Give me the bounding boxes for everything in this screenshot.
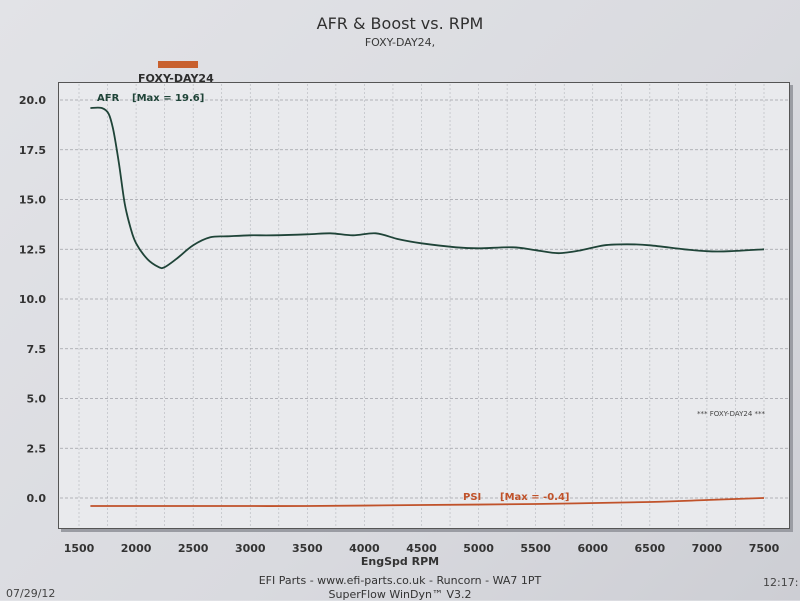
y-tick-label: 10.0 [19,293,46,306]
y-tick-label: 5.0 [27,393,47,406]
x-tick-label: 4500 [406,542,437,555]
legend-swatch [158,61,198,68]
x-tick-label: 3000 [235,542,266,555]
x-tick-label: 7500 [749,542,780,555]
y-tick-label: 0.0 [27,492,47,505]
footer-line-1: EFI Parts - www.efi-parts.co.uk - Runcor… [258,574,542,587]
x-tick-label: 5500 [520,542,551,555]
x-tick-label: 4000 [349,542,380,555]
legend-label: FOXY-DAY24 [138,72,214,85]
print-date: 07/29/12 [6,587,56,600]
footer-line-2: SuperFlow WinDyn™ V3.2 [328,588,472,601]
x-tick-label: 1500 [64,542,95,555]
x-tick-label: 3500 [292,542,323,555]
afr-max-label: [Max = 19.6] [132,93,205,104]
series-line-afr [90,106,765,270]
plot-area [58,82,790,529]
x-tick-label: 2000 [121,542,152,555]
y-tick-label: 17.5 [19,144,46,157]
chart-subtitle: FOXY-DAY24, [364,36,436,49]
run-note: *** FOXY-DAY24 *** [697,410,766,418]
y-tick-label: 12.5 [19,243,46,256]
y-tick-label: 7.5 [27,343,47,356]
series-line-psi [90,497,765,507]
afr-series-label: AFR [97,93,120,104]
x-tick-label: 2500 [178,542,209,555]
psi-max-label: [Max = -0.4] [500,492,570,503]
chart-title: AFR & Boost vs. RPM [316,14,484,33]
y-tick-label: 2.5 [27,442,47,455]
print-time: 12:17: [763,576,799,589]
x-tick-label: 6000 [577,542,608,555]
x-tick-label: 7000 [692,542,723,555]
y-tick-label: 20.0 [19,94,46,107]
x-tick-label: 5000 [463,542,494,555]
x-axis-label: EngSpd RPM [360,555,440,568]
x-tick-label: 6500 [635,542,666,555]
psi-series-label: PSI [463,492,482,503]
y-tick-label: 15.0 [19,194,46,207]
